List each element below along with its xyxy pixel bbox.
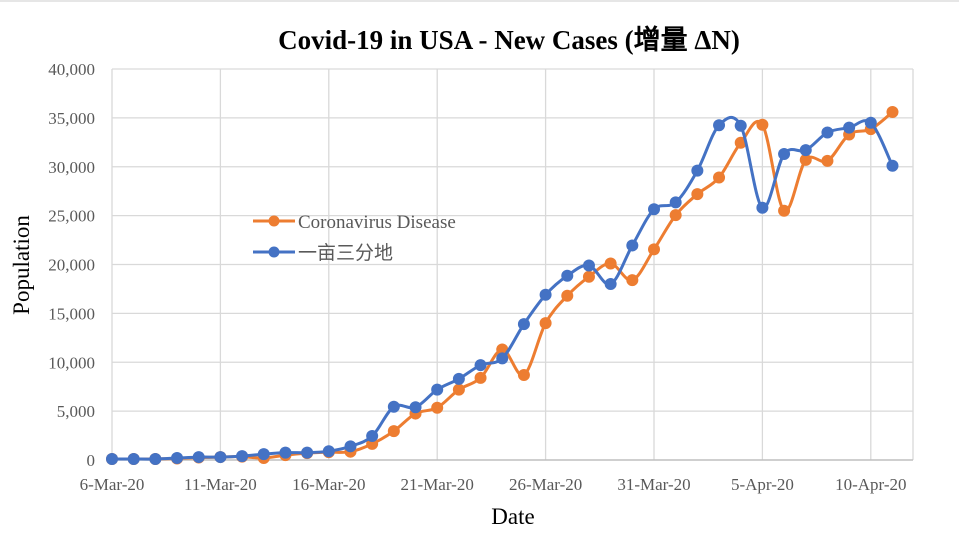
legend-item-coronavirus-disease: Coronavirus Disease [253,212,456,233]
x-tick-label: 5-Apr-20 [731,475,794,494]
data-point [149,453,162,466]
legend-marker-orange [268,215,280,227]
data-point [257,448,270,461]
data-point [799,153,812,166]
data-point [691,164,704,177]
data-point [192,451,205,464]
x-axis-title: Date [491,504,534,529]
data-point [691,188,704,201]
top-border [0,0,959,2]
data-point [886,159,899,172]
data-point [452,383,465,396]
data-point [756,118,769,131]
series-1 [106,115,899,466]
data-point [648,243,660,256]
data-point [539,317,552,330]
data-point [517,318,530,331]
x-axis-tick-labels: 6-Mar-20 11-Mar-20 16-Mar-20 21-Mar-20 26-Ma… [80,475,907,494]
data-point [561,289,574,302]
y-tick-label: 0 [87,451,96,470]
legend: Coronavirus Disease 一亩三分地 [253,212,456,264]
data-point [799,144,812,157]
data-point [409,401,422,414]
data-point [778,148,791,161]
data-point [604,278,617,291]
data-point [431,383,444,396]
data-point [604,257,617,270]
data-point [713,171,726,184]
x-tick-label: 11-Mar-20 [184,475,257,494]
data-point [279,446,292,459]
data-point [821,154,834,167]
data-point [734,119,747,132]
data-point [626,239,639,252]
y-axis-tick-labels: 0 5,000 10,000 15,000 20,000 25,000 30,000 35,0… [48,60,95,470]
data-point [864,116,877,129]
legend-label-yimu-sanfendi: 一亩三分地 [298,242,393,264]
y-tick-label: 30,000 [48,158,95,177]
data-point [301,446,314,459]
y-tick-label: 15,000 [48,304,95,323]
data-point [669,196,682,209]
data-point [626,274,639,287]
data-point [214,451,227,464]
series-line [111,110,894,461]
data-point [517,368,530,381]
data-point [387,425,400,438]
data-point [713,119,726,132]
data-point [561,269,574,282]
data-point [886,106,899,119]
data-point [366,430,379,443]
y-tick-label: 10,000 [48,353,95,372]
y-tick-label: 40,000 [48,60,95,79]
y-tick-label: 35,000 [48,109,95,128]
data-point [496,352,509,365]
data-point [778,204,791,217]
data-point [582,270,595,283]
y-tick-label: 20,000 [48,256,95,275]
chart-title: Covid-19 in USA - New Cases (增量 ΔN) [278,24,740,55]
data-point [821,126,834,139]
legend-label-coronavirus-disease: Coronavirus Disease [298,212,456,233]
series-line [111,115,894,461]
y-tick-label: 25,000 [48,207,95,226]
x-tick-label: 21-Mar-20 [401,475,474,494]
x-tick-label: 26-Mar-20 [509,475,582,494]
data-point [127,453,140,466]
x-tick-label: 16-Mar-20 [292,475,365,494]
x-tick-label: 10-Apr-20 [835,475,906,494]
legend-marker-blue [268,246,280,258]
data-point [843,121,856,134]
series-layer [106,106,899,466]
data-point [474,359,487,372]
data-point [756,201,769,214]
vertical-gridlines [111,69,914,460]
data-point [106,453,118,466]
data-point [344,440,357,453]
legend-item-yimu-sanfendi: 一亩三分地 [253,242,393,264]
y-tick-label: 5,000 [57,402,95,421]
data-point [236,450,249,463]
data-point [648,203,660,216]
data-point [582,259,595,272]
data-point [474,371,487,384]
data-point [431,401,444,414]
data-point [387,400,400,413]
data-point [171,452,184,465]
data-point [452,372,465,385]
data-point [539,288,552,301]
data-point [669,209,682,222]
data-point [322,445,335,458]
y-axis-title: Population [9,215,34,315]
x-tick-label: 6-Mar-20 [80,475,145,494]
x-tick-label: 31-Mar-20 [617,475,690,494]
